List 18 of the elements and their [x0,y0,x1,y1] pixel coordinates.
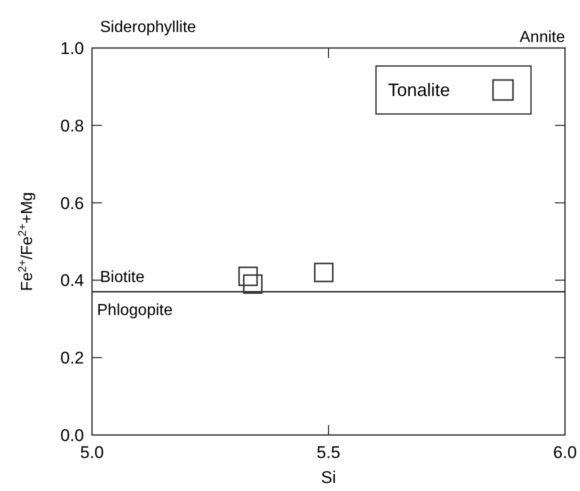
text: Annite [520,29,566,46]
annotation: Phlogopite [97,302,173,319]
x-tick-label: 5.5 [316,443,340,462]
point [314,262,334,282]
x-tick-label: 6.0 [553,443,577,462]
x-axis-title: Si [320,468,336,487]
y-tick-label: 0.8 [60,116,84,136]
text: Siderophyllite [100,19,196,36]
y-tick-label: 0.6 [60,194,84,213]
legend-label: Tonalite [388,80,450,100]
y-tick-label: 0.2 [60,348,84,368]
point [238,266,258,286]
y-tick-label: 0.0 [60,426,84,445]
y-tick-label: 0.4 [60,271,84,290]
y-tick-label: 1.0 [60,39,84,58]
x-tick-label: 5.0 [80,443,104,462]
point [243,274,263,294]
annotation: Biotite [100,268,145,286]
